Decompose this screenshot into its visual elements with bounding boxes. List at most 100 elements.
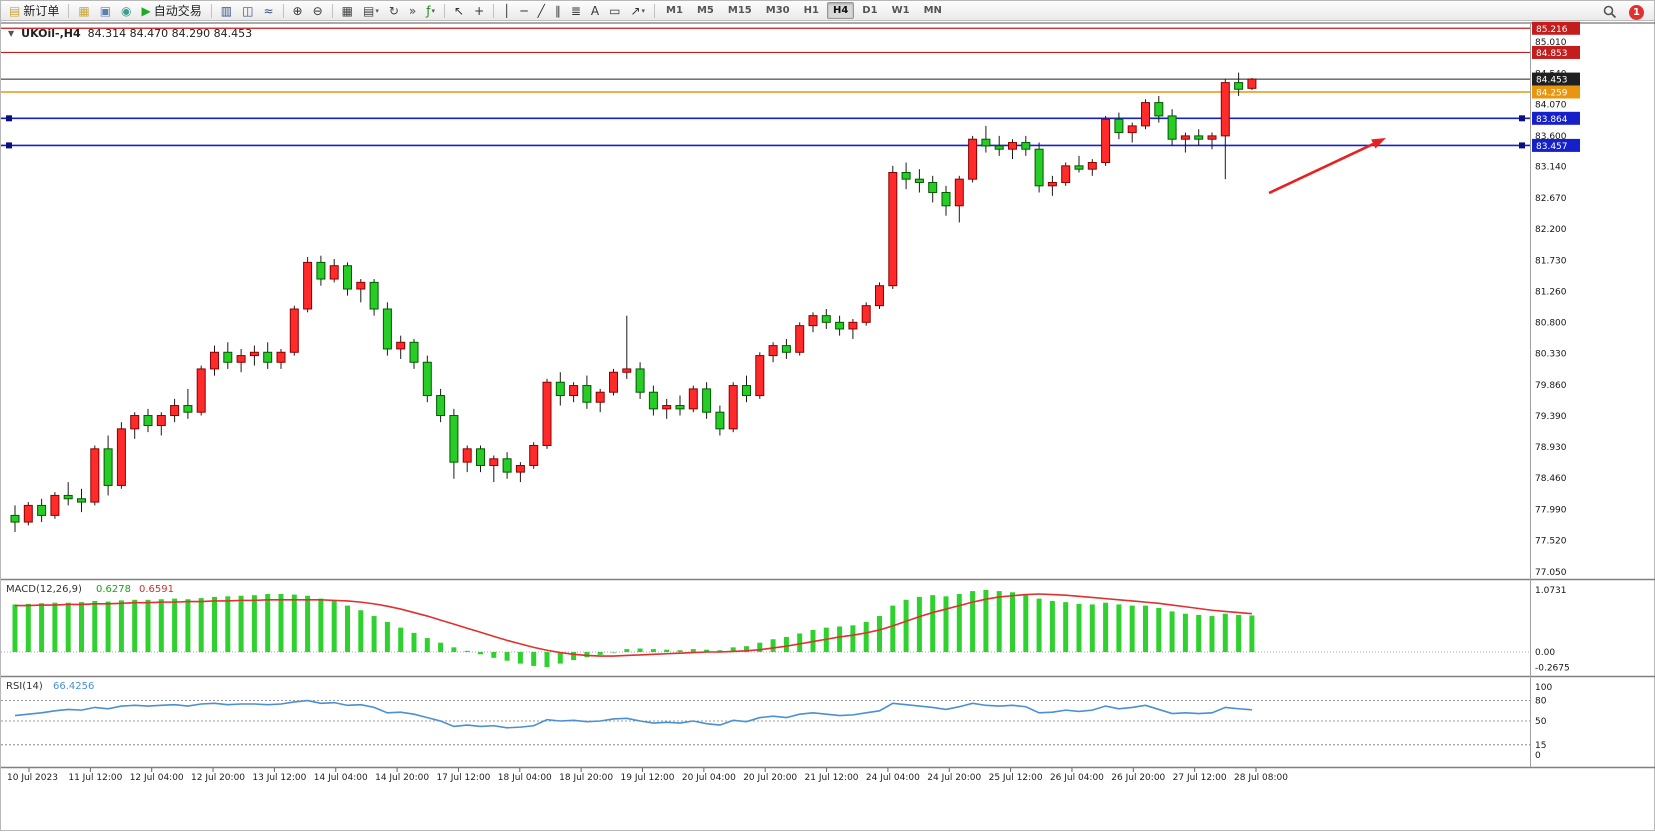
candle [1207, 132, 1217, 150]
macd-axis: 1.0731 0.00 -0.2675 [1535, 586, 1570, 674]
candle [303, 257, 313, 313]
expert-advisors-icon[interactable]: ▦ [74, 2, 93, 20]
candle [1154, 95, 1164, 123]
candle [382, 302, 392, 356]
candles [10, 72, 1257, 533]
panel-frames [1, 22, 1655, 769]
svg-text:24 Jul 20:00: 24 Jul 20:00 [927, 773, 981, 783]
candle [848, 318, 858, 339]
bar-chart-icon[interactable]: ▥ [217, 2, 236, 20]
candle [396, 335, 406, 359]
cursor-icon-glyph: ↖ [454, 3, 465, 18]
candle [422, 355, 432, 403]
svg-text:25 Jul 12:00: 25 Jul 12:00 [989, 773, 1043, 783]
timeframe-m15[interactable]: M15 [727, 5, 752, 16]
new-order-button[interactable]: ▤ 新订单 [5, 2, 63, 20]
svg-text:85.216: 85.216 [1536, 25, 1568, 35]
chart-canvas[interactable]: 85.01084.54084.07083.60083.14082.67082.2… [1, 21, 1655, 832]
candle [436, 388, 446, 423]
text-label-icon-glyph: ▭ [609, 3, 621, 18]
profiles-icon[interactable]: ▣ [96, 2, 115, 20]
candle [1167, 109, 1177, 146]
svg-text:12 Jul 04:00: 12 Jul 04:00 [130, 773, 184, 783]
new-chart-icon-caret: ▾ [375, 6, 379, 15]
candle [90, 445, 100, 506]
svg-text:82.670: 82.670 [1535, 194, 1567, 204]
chart-shift-icon[interactable]: » [405, 2, 420, 20]
tile-windows-icon[interactable]: ▦ [338, 2, 357, 20]
svg-text:15: 15 [1535, 741, 1546, 751]
candle [742, 375, 751, 403]
candle [635, 362, 645, 399]
timeframe-mn[interactable]: MN [923, 5, 942, 16]
auto-scroll-icon[interactable]: ↻ [385, 2, 403, 20]
candle [10, 505, 20, 533]
candle [502, 452, 512, 479]
candle [901, 162, 911, 190]
candle [210, 345, 219, 376]
candle [1114, 112, 1124, 140]
timeframe-h4[interactable]: H4 [826, 2, 855, 19]
zoom-in-icon[interactable]: ⊕ [289, 2, 307, 20]
text-label-icon[interactable]: ▭ [605, 2, 624, 20]
timeframe-m1[interactable]: M1 [666, 5, 683, 16]
new-order-button-glyph: ▤ [9, 3, 21, 18]
candle [63, 482, 73, 506]
candle [702, 382, 712, 419]
channel-icon[interactable]: ∥ [551, 2, 565, 20]
svg-text:21 Jul 12:00: 21 Jul 12:00 [805, 773, 859, 783]
price-level-line[interactable] [1, 142, 1530, 149]
timeframe-m5[interactable]: M5 [696, 5, 714, 16]
text-icon[interactable]: A [587, 2, 603, 20]
candle [289, 305, 299, 356]
candle [795, 322, 805, 356]
search-icon[interactable] [1599, 3, 1621, 21]
svg-text:MACD(12,26,9): MACD(12,26,9) [6, 584, 82, 595]
fibonacci-icon[interactable]: ≣ [567, 2, 585, 20]
cursor-icon[interactable]: ↖ [450, 2, 468, 20]
auto-scroll-icon-glyph: ↻ [388, 3, 399, 18]
candle [648, 385, 658, 416]
zoom-out-icon[interactable]: ⊖ [309, 2, 327, 20]
one-click-trading-toggle[interactable]: ▼ [8, 29, 15, 38]
svg-text:26 Jul 20:00: 26 Jul 20:00 [1111, 773, 1165, 783]
new-chart-icon[interactable]: ▤ ▾ [359, 2, 383, 20]
candle [130, 412, 140, 439]
candle [688, 385, 698, 413]
autotrading-button[interactable]: ▶ 自动交易 [138, 2, 206, 20]
candlestick-chart-icon[interactable]: ◫ [238, 2, 257, 20]
macd-histogram [12, 589, 1255, 668]
timeframe-d1[interactable]: D1 [862, 5, 878, 16]
svg-text:19 Jul 12:00: 19 Jul 12:00 [621, 773, 675, 783]
arrows-icon[interactable]: ↗ ▾ [626, 2, 649, 20]
trendline-icon[interactable]: ╱ [534, 2, 549, 20]
price-level-lines[interactable] [1, 27, 1530, 149]
svg-text:83.140: 83.140 [1535, 163, 1567, 173]
new-chart-icon-glyph: ▤ [363, 3, 375, 18]
candle [569, 382, 579, 403]
candle [808, 312, 818, 333]
svg-text:84.853: 84.853 [1536, 49, 1568, 59]
signals-icon[interactable]: ◉ [117, 2, 135, 20]
crosshair-icon[interactable]: + [470, 2, 488, 20]
timeframe-h1[interactable]: H1 [803, 5, 819, 16]
svg-text:0.6591: 0.6591 [139, 584, 174, 595]
svg-text:13 Jul 12:00: 13 Jul 12:00 [252, 773, 306, 783]
trend-arrow[interactable] [1268, 138, 1386, 195]
horizontal-line-icon[interactable]: ─ [516, 2, 531, 20]
indicators-icon[interactable]: ƒ ▾ [422, 2, 439, 20]
price-level-line[interactable] [1, 115, 1530, 122]
line-chart-icon[interactable]: ≈ [259, 2, 277, 20]
candle [103, 435, 113, 496]
vertical-line-icon[interactable]: │ [499, 2, 514, 20]
timeframe-w1[interactable]: W1 [891, 5, 910, 16]
svg-text:0.6278: 0.6278 [96, 584, 131, 595]
candle [675, 395, 685, 416]
timeframe-m30[interactable]: M30 [765, 5, 790, 16]
zoom-in-icon-glyph: ⊕ [292, 3, 303, 18]
svg-text:80: 80 [1535, 697, 1547, 707]
svg-text:80.800: 80.800 [1535, 318, 1567, 328]
svg-text:28 Jul 08:00: 28 Jul 08:00 [1234, 773, 1288, 783]
candle [183, 388, 193, 419]
notifications-badge[interactable]: 1 [1629, 4, 1644, 20]
